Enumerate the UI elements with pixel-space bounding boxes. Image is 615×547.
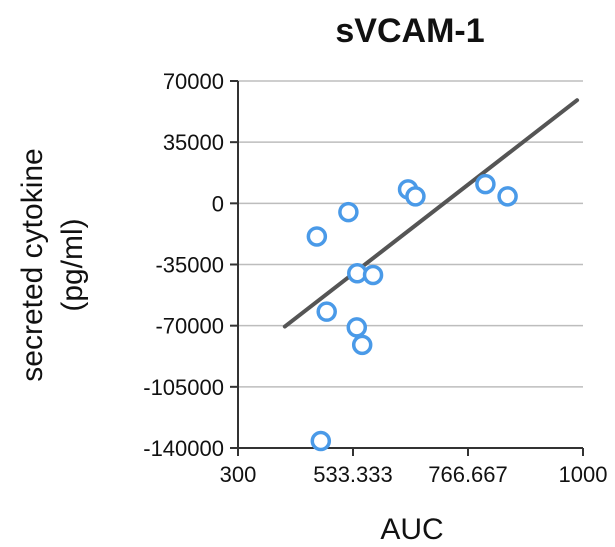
y-tick-label: 70000 bbox=[163, 69, 224, 94]
data-point bbox=[351, 334, 373, 356]
data-point bbox=[310, 430, 332, 452]
data-point bbox=[405, 186, 426, 207]
y-axis-label-line1: secreted cytokine bbox=[16, 148, 49, 381]
x-tick-label: 766.667 bbox=[428, 462, 508, 487]
data-point bbox=[306, 226, 328, 247]
y-tick-label: 0 bbox=[212, 191, 224, 216]
x-axis-label: AUC bbox=[380, 513, 443, 546]
x-tick-label: 1000 bbox=[559, 462, 608, 487]
y-tick-label: -70000 bbox=[155, 314, 224, 339]
data-point bbox=[346, 317, 368, 338]
data-point bbox=[338, 201, 359, 223]
chart-title: sVCAM-1 bbox=[335, 12, 484, 50]
x-tick-label: 300 bbox=[220, 462, 257, 487]
x-tick-label: 533.333 bbox=[313, 462, 393, 487]
y-axis-label-line2: (pg/ml) bbox=[56, 218, 89, 311]
y-tick-label: -105000 bbox=[143, 375, 224, 400]
y-tick-label: -140000 bbox=[143, 436, 224, 461]
y-tick-label: -35000 bbox=[155, 253, 224, 278]
trendline bbox=[282, 98, 580, 329]
data-point bbox=[316, 301, 337, 322]
data-point bbox=[475, 173, 496, 195]
data-points bbox=[306, 173, 518, 452]
x-tick-labels: 300 533.333 766.667 1000 bbox=[220, 462, 608, 487]
y-tick-label: 35000 bbox=[163, 130, 224, 155]
data-point bbox=[497, 186, 518, 207]
data-point bbox=[362, 264, 384, 286]
y-tick-labels: 70000 35000 0 -35000 -70000 -105000 -140000 bbox=[143, 69, 224, 461]
